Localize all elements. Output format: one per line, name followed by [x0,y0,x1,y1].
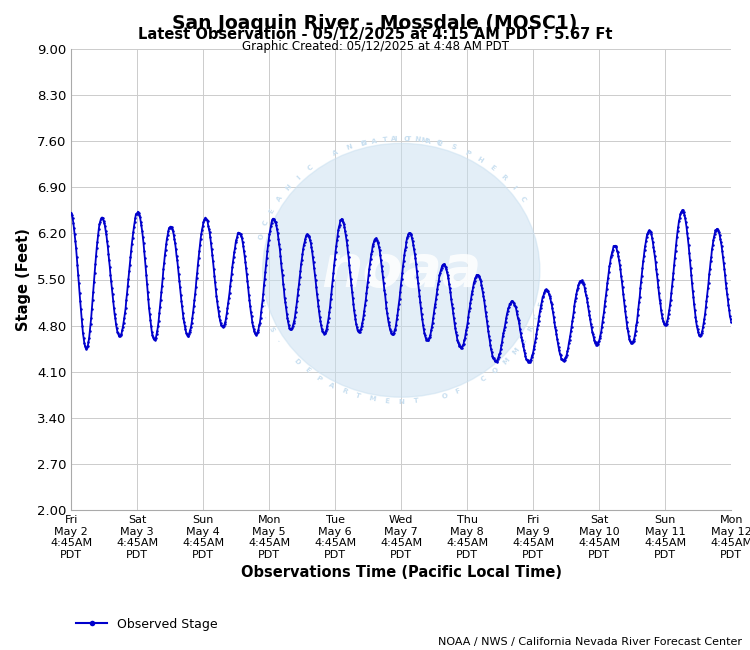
Y-axis label: Stage (Feet): Stage (Feet) [16,228,32,331]
Text: M: M [420,137,428,144]
Text: O: O [491,366,500,374]
Text: N: N [360,140,368,147]
Text: E: E [538,301,545,307]
Text: C: C [480,374,488,382]
Text: E: E [384,398,389,404]
Text: P: P [464,150,471,157]
Text: A: A [328,382,335,389]
Text: T: T [413,398,419,404]
Text: R: R [340,387,348,395]
Text: C: C [306,164,314,172]
Text: P: P [315,374,322,382]
Text: NOAA / NWS / California Nevada River Forecast Center: NOAA / NWS / California Nevada River For… [439,637,742,647]
Text: D: D [292,358,301,365]
Text: I: I [394,136,398,142]
Text: .: . [275,338,282,343]
Text: F: F [454,387,461,395]
Text: T: T [382,136,388,143]
Text: .: . [262,315,268,319]
Text: C: C [533,313,541,320]
X-axis label: Observations Time (Pacific Local Time): Observations Time (Pacific Local Time) [241,566,562,580]
Text: I: I [511,185,518,190]
Text: S: S [268,326,275,333]
Text: E: E [489,164,496,172]
Text: O: O [435,140,442,147]
Text: N: N [414,136,421,143]
Text: A: A [391,136,397,142]
Text: N: N [346,144,353,151]
Text: H: H [476,156,484,164]
Ellipse shape [262,144,540,397]
Text: Latest Observation - 05/12/2025 at 4:15 AM PDT : 5.67 Ft: Latest Observation - 05/12/2025 at 4:15 … [138,27,612,42]
Text: San Joaquin River - Mossdale (MOSC1): San Joaquin River - Mossdale (MOSC1) [172,14,578,33]
Text: A: A [371,138,377,144]
Text: L: L [436,140,442,147]
Text: N: N [284,183,292,192]
Text: A: A [332,150,339,157]
Text: T: T [355,392,362,400]
Text: T: T [406,136,412,142]
Text: R: R [500,174,508,181]
Text: N: N [398,399,404,405]
Text: D: D [360,140,368,147]
Text: M: M [368,395,376,403]
Text: O: O [404,136,410,142]
Text: M: M [511,347,520,356]
Text: U: U [257,301,265,308]
Text: E: E [268,207,276,214]
Text: A: A [275,195,284,203]
Text: E: E [304,367,311,374]
Text: M: M [502,357,511,366]
Text: noaa: noaa [321,242,482,299]
Text: A: A [425,138,431,144]
Text: C: C [519,195,527,202]
Text: I: I [296,174,302,180]
Text: C: C [262,220,269,227]
Text: O: O [257,233,265,240]
Text: S: S [450,144,457,151]
Text: O: O [441,392,448,400]
Legend: Observed Stage: Observed Stage [71,612,223,636]
Text: R: R [527,325,535,333]
Text: E: E [520,337,528,344]
Text: Graphic Created: 05/12/2025 at 4:48 AM PDT: Graphic Created: 05/12/2025 at 4:48 AM P… [242,40,509,53]
